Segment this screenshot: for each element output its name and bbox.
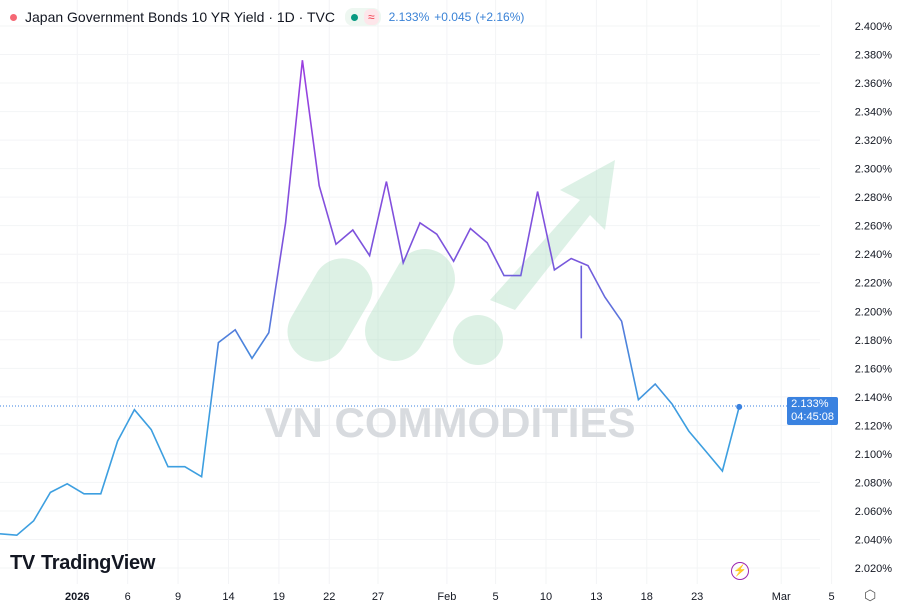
y-tick-label: 2.280% — [855, 192, 893, 204]
y-tick-label: 2.180% — [855, 335, 893, 347]
x-tick-label: 23 — [691, 591, 703, 603]
y-tick-label: 2.300% — [855, 164, 893, 176]
wave-icon: ≈ — [363, 9, 379, 25]
x-tick-label: 5 — [493, 591, 499, 603]
price-change: +0.045 — [434, 10, 472, 24]
x-tick-label: 27 — [372, 591, 384, 603]
y-tick-label: 2.040% — [855, 534, 893, 546]
y-tick-label: 2.080% — [855, 477, 893, 489]
last-price: 2.133% — [388, 10, 430, 24]
settings-icon[interactable]: ⬡ — [864, 587, 877, 603]
status-dot-icon — [10, 13, 17, 21]
y-tick-label: 2.240% — [855, 249, 893, 261]
lightning-icon[interactable]: ⚡ — [731, 562, 749, 580]
y-tick-label: 2.260% — [855, 221, 893, 233]
x-tick-label: 13 — [590, 591, 602, 603]
y-tick-label: 2.320% — [855, 135, 893, 147]
x-tick-label: 18 — [641, 591, 653, 603]
y-tick-label: 2.060% — [855, 506, 893, 518]
last-price-value: 2.133% — [791, 398, 829, 410]
last-price-label: 2.133% 04:45:08 — [787, 397, 838, 425]
x-tick-label: 2026 — [65, 591, 89, 603]
y-tick-label: 2.100% — [855, 449, 893, 461]
x-tick-label: 22 — [323, 591, 335, 603]
yield-line — [0, 60, 740, 537]
price-axis: 2.400% 2.380% 2.360% 2.340% 2.320% 2.300% 2.28… — [855, 21, 893, 575]
y-tick-label: 2.400% — [855, 21, 893, 33]
y-tick-label: 2.380% — [855, 50, 893, 62]
last-point — [736, 403, 743, 410]
x-tick-label: 14 — [222, 591, 234, 603]
time-axis: 2026 6 9 14 19 22 27 Feb 5 10 13 18 23 Mar 5 — [65, 591, 835, 603]
tradingview-logo[interactable]: TV TradingView — [10, 552, 155, 575]
y-tick-label: 2.140% — [855, 392, 893, 404]
market-status-pill[interactable]: ≈ — [344, 8, 381, 26]
x-tick-label: Mar — [772, 591, 791, 603]
y-tick-label: 2.340% — [855, 107, 893, 119]
y-tick-label: 2.220% — [855, 278, 893, 290]
y-tick-label: 2.360% — [855, 78, 893, 90]
price-change-pct: (+2.16%) — [475, 10, 525, 24]
watermark-logo — [287, 160, 615, 365]
tradingview-wordmark: TradingView — [40, 552, 156, 574]
x-tick-label: 9 — [175, 591, 181, 603]
symbol-title[interactable]: Japan Government Bonds 10 YR Yield · 1D … — [25, 9, 335, 25]
y-tick-label: 2.020% — [855, 563, 893, 575]
watermark-text: VN COMMODITIES — [264, 399, 635, 446]
tradingview-mark-icon: TV — [10, 552, 35, 574]
chart-header: Japan Government Bonds 10 YR Yield · 1D … — [10, 8, 524, 26]
y-tick-label: 2.200% — [855, 306, 893, 318]
market-open-icon — [350, 13, 358, 21]
x-tick-label: 5 — [829, 591, 835, 603]
x-tick-label: Feb — [437, 591, 456, 603]
bar-countdown: 04:45:08 — [791, 411, 834, 423]
x-tick-label: 10 — [540, 591, 552, 603]
y-tick-label: 2.120% — [855, 420, 893, 432]
grid — [0, 0, 833, 584]
y-tick-label: 2.160% — [855, 363, 893, 375]
x-tick-label: 19 — [273, 591, 285, 603]
x-tick-label: 6 — [125, 591, 131, 603]
